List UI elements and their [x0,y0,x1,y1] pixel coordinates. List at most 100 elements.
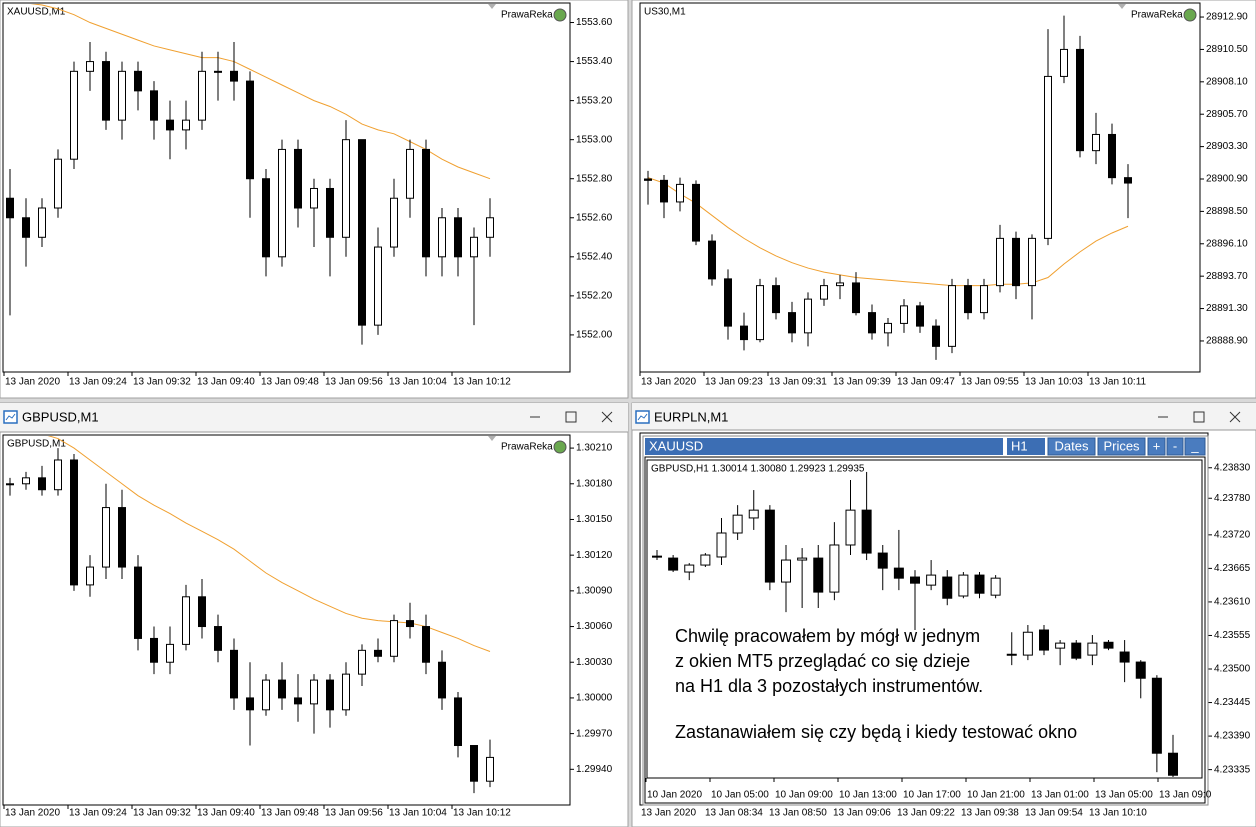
candle-body [6,483,14,486]
y-tick-label: 4.23555 [1214,630,1251,641]
candle-body [1060,48,1068,77]
x-tick-label: 13 Jan 09:23 [705,377,763,388]
x-tick-label: 13 Jan 09:56 [325,808,383,819]
x-tick-label: 13 Jan 09:24 [69,808,127,819]
toolbar-button[interactable] [1147,437,1166,456]
x-tick-label: 13 Jan 09:56 [325,377,383,388]
candle-body [797,557,808,561]
y-tick-label: 4.23335 [1214,764,1251,775]
toolbar-button-label[interactable]: _ [1190,438,1199,453]
candle-body [813,557,824,593]
toolbar-button[interactable] [1184,437,1206,456]
x-tick-label: 13 Jan 01:00 [1031,790,1089,801]
y-tick-label: 1.30180 [576,478,613,489]
x-tick-label: 10 Jan 09:00 [775,790,833,801]
candle-body [278,148,286,258]
candle-body [1028,237,1036,287]
annotation: na H1 dla 3 pozostałych instrumentów. [675,676,983,696]
symbol-field-text: XAUUSD [649,438,703,453]
toolbar-button-label[interactable]: Dates [1055,438,1089,453]
candle-body [1071,642,1082,659]
candle-body [150,90,158,121]
candle-body [1055,642,1066,649]
candle-body [70,70,78,160]
watermark-icon [553,440,567,454]
candle-body [1135,661,1146,679]
candle-body [1012,237,1020,287]
x-tick-label: 13 Jan 2020 [641,808,696,819]
symbol-label: US30,M1 [644,7,686,18]
candle-body [852,282,860,314]
candle-body [294,148,302,209]
y-tick-label: 28903.30 [1206,141,1248,152]
candle-body [932,325,940,347]
candle-body [724,278,732,327]
y-tick-label: 28912.90 [1206,12,1248,23]
y-tick-label: 1.30030 [576,657,613,668]
candle-body [374,649,382,657]
candle-body [980,285,988,314]
candle-body [134,566,142,639]
x-tick-label: 13 Jan 09:55 [961,377,1019,388]
candle-body [102,507,110,568]
close-button[interactable] [601,411,613,423]
candle-body [342,139,350,238]
watermark: PrawaReka [501,10,553,21]
candle-body [788,312,796,334]
toolbar-button-label[interactable]: Prices [1103,438,1140,453]
candle-body [740,325,748,341]
watermark-icon [1183,8,1197,22]
toolbar-button-label[interactable]: - [1173,438,1177,453]
plot-frame [2,2,571,373]
candle-body [422,148,430,258]
candle-body [118,70,126,121]
candle-body [910,576,920,584]
toolbar-button[interactable] [1097,437,1146,456]
candle-body [262,679,270,711]
candle-body [406,148,414,199]
candle-body [374,246,382,326]
plot-area: XAUUSD,M1 PrawaReka [6,4,567,345]
timeframe-field[interactable] [1007,438,1045,455]
candle-body [1022,631,1033,656]
candle-body [150,637,158,663]
candle-body [326,679,334,711]
symbol-field[interactable] [645,438,1003,455]
plot-area: GBPUSD,M1 PrawaReka [6,436,567,794]
maximize-button[interactable] [1193,411,1205,423]
candle-body [1092,133,1100,152]
candle-body [38,207,46,238]
x-tick-label: 13 Jan 10:03 [1025,377,1083,388]
window-icon-line [637,413,648,421]
toolbar-button-label[interactable]: + [1153,438,1161,453]
candle-body [700,554,711,566]
close-button[interactable] [1229,411,1241,423]
candle-body [684,564,695,573]
maximize-button[interactable] [565,411,577,423]
candle-body [54,158,62,209]
candle-body [230,70,238,82]
candle-body [708,240,716,280]
x-tick-label: 13 Jan 09:24 [69,377,127,388]
y-tick-label: 28896.10 [1206,238,1248,249]
candle-body [182,119,190,131]
marker [488,4,496,9]
marker [1118,4,1126,9]
candle-body [198,596,206,628]
y-tick-label: 1553.40 [576,56,613,67]
candle-body [868,312,876,334]
toolbar-button[interactable] [1047,437,1096,456]
toolbar-button[interactable] [1166,437,1184,456]
candle-body [942,576,953,599]
candle-body [732,514,743,534]
close-glyph [601,411,613,423]
y-tick-label: 1552.80 [576,173,613,184]
x-tick-label: 13 Jan 09:0 [1159,790,1212,801]
y-tick-label: 1.30210 [576,443,613,454]
x-tick-label: 10 Jan 05:00 [711,790,769,801]
maximize-glyph [1193,411,1205,423]
y-tick-label: 1.30000 [576,693,613,704]
x-tick-label: 13 Jan 09:40 [197,808,255,819]
annotation: Chwilę pracowałem by mógł w jednym [675,626,980,646]
candle-body [86,61,94,72]
